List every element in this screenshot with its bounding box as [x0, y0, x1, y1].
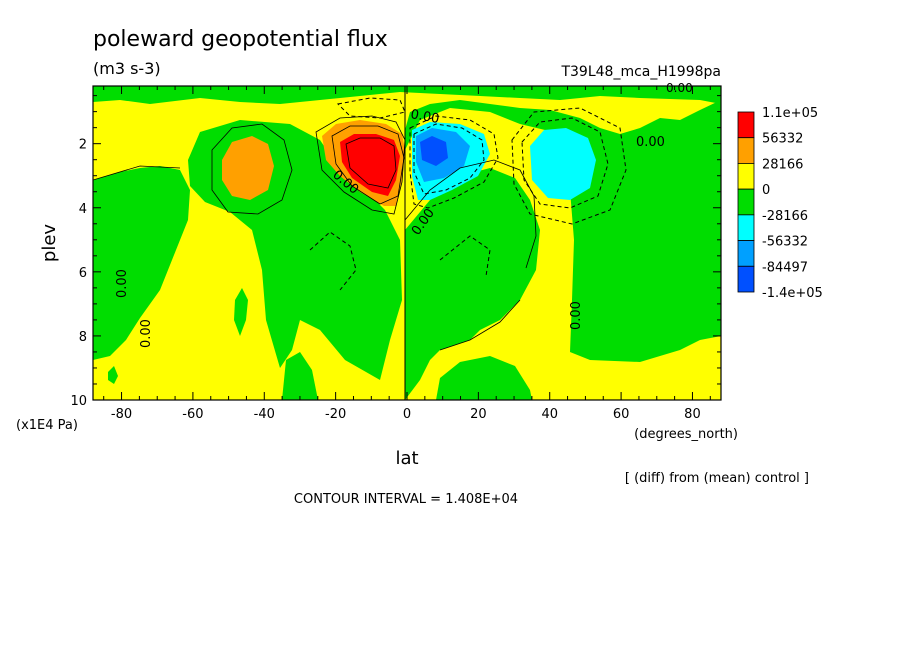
x-tick-label: -60 [182, 407, 203, 422]
colorbar-swatch [737, 240, 755, 267]
contour-label: 0.00 [666, 81, 693, 95]
chart-units: (m3 s-3) [93, 59, 161, 78]
colorbar-label: -28166 [762, 209, 808, 224]
colorbar-label: -1.4e+05 [762, 286, 823, 301]
neg-region-deepblue-equator [420, 136, 448, 166]
neg-region-northern-lower [405, 168, 540, 400]
contour-label: 0.00 [139, 319, 154, 348]
colorbar-swatch [737, 111, 755, 139]
x-tick-label: 0 [403, 407, 411, 422]
neg-region-bottom-left [282, 352, 318, 400]
neg-region-island-small [108, 366, 118, 384]
colorbar-swatch [737, 188, 755, 216]
neg-region-northern [405, 100, 721, 362]
contour-label: 0.00 [636, 135, 665, 150]
colorbar-swatch [737, 214, 755, 241]
colorbar-label: -84497 [762, 260, 808, 275]
contour-field [93, 86, 721, 400]
footer-note: [ (diff) from (mean) control ] [625, 471, 809, 486]
contour-interval: CONTOUR INTERVAL = 1.408E+04 [294, 492, 518, 507]
contour-label: 0.00 [409, 107, 440, 127]
x-tick-label: 60 [613, 407, 630, 422]
run-label: T39L48_mca_H1998pa [560, 64, 721, 80]
contour-label: 0.00 [115, 269, 130, 298]
y-tick-label: 10 [70, 394, 87, 409]
y-tick-label: 6 [79, 266, 87, 281]
colorbar: 1.1e+05 56332 28166 0 -28166 -56332 -84497 -1.4… [737, 106, 823, 301]
colorbar-swatch [737, 137, 755, 164]
x-axis-units: (degrees_north) [634, 427, 738, 442]
y-axis-label: plev [39, 224, 60, 263]
contour-lines-dashed [309, 97, 627, 291]
colorbar-label: 1.1e+05 [762, 106, 818, 121]
colorbar-label: -56332 [762, 235, 808, 250]
neg-region-island-left [234, 288, 248, 336]
x-tick-label: 80 [684, 407, 701, 422]
x-axis-label: lat [395, 448, 418, 469]
x-tick-label: 20 [470, 407, 487, 422]
chart-title: poleward geopotential flux [93, 27, 388, 52]
colorbar-label: 28166 [762, 157, 803, 172]
neg-region-bottom-right [436, 356, 532, 400]
neg-region-island-right [676, 266, 690, 306]
pos-region-orange-south-mid [222, 136, 274, 200]
y-axis: 2 4 6 8 10 [70, 95, 721, 409]
y-axis-units: (x1E4 Pa) [16, 418, 78, 433]
neg-region-southern-edge [93, 166, 190, 360]
y-tick-label: 2 [79, 138, 87, 153]
neg-region-cyan-north-mid [530, 128, 596, 200]
x-axis: -80 -60 -40 -20 0 20 40 60 80 [103, 86, 711, 422]
colorbar-label: 56332 [762, 132, 803, 147]
neg-region-top-band [93, 86, 721, 104]
x-tick-label: 40 [541, 407, 558, 422]
y-tick-label: 8 [79, 330, 87, 345]
colorbar-swatch [737, 163, 755, 190]
y-tick-label: 4 [79, 202, 87, 217]
colorbar-label: 0 [762, 183, 770, 198]
pos-region-red-equator [340, 134, 400, 196]
x-tick-label: -80 [111, 407, 132, 422]
x-tick-label: -20 [325, 407, 346, 422]
colorbar-swatch [737, 265, 755, 293]
contour-label: 0.00 [569, 301, 584, 330]
x-tick-label: -40 [254, 407, 275, 422]
